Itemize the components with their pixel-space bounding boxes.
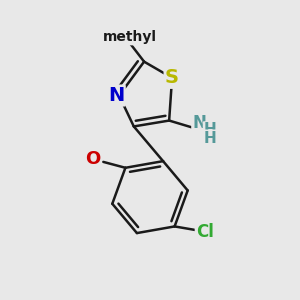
Text: O: O: [85, 150, 100, 168]
Text: N: N: [193, 114, 206, 132]
Text: H: H: [204, 122, 217, 137]
Text: Cl: Cl: [196, 223, 214, 241]
Text: methyl: methyl: [102, 30, 156, 44]
Text: S: S: [165, 68, 179, 87]
Text: N: N: [108, 86, 124, 105]
Text: H: H: [204, 131, 217, 146]
